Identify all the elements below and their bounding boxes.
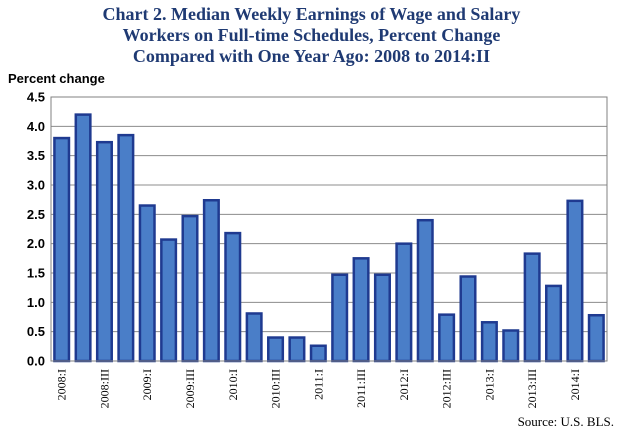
bar-2009-i bbox=[138, 204, 156, 363]
x-tick-label: 2013:I bbox=[482, 369, 496, 400]
x-tick-label: 2011:III bbox=[354, 369, 368, 408]
bar-2012-iv bbox=[459, 275, 477, 363]
y-tick-label: 0.5 bbox=[27, 324, 45, 339]
y-tick-label: 3.5 bbox=[27, 148, 45, 163]
y-tick-label: 2.5 bbox=[27, 207, 45, 222]
x-tick-label: 2012:I bbox=[397, 369, 411, 400]
bar-2013-iii bbox=[523, 252, 541, 363]
bar-2010-i bbox=[224, 231, 242, 363]
bar-2008-iv bbox=[117, 133, 135, 363]
bar-2012-iii bbox=[438, 313, 456, 363]
bar-2012-i bbox=[395, 242, 413, 363]
bar-2009-ii bbox=[160, 238, 178, 363]
bar-2009-iv bbox=[202, 199, 220, 363]
chart-title: Chart 2. Median Weekly Earnings of Wage … bbox=[0, 4, 623, 67]
x-tick-label: 2011:I bbox=[311, 369, 325, 400]
bar-2010-ii bbox=[245, 312, 263, 363]
bar-2010-iv bbox=[288, 336, 306, 363]
x-tick-label: 2009:I bbox=[140, 369, 154, 400]
plot-area-frame bbox=[50, 96, 608, 362]
y-tick-label: 4.0 bbox=[27, 119, 45, 134]
bars bbox=[53, 113, 605, 363]
bar-2008-ii bbox=[74, 113, 92, 363]
y-axis-label: Percent change bbox=[8, 71, 105, 86]
y-tick-label: 1.5 bbox=[27, 266, 45, 281]
x-tick-label: 2010:I bbox=[226, 369, 240, 400]
source-note: Source: U.S. BLS. bbox=[518, 414, 614, 429]
chart-title-line-1: Chart 2. Median Weekly Earnings of Wage … bbox=[102, 4, 521, 24]
bar-2012-ii bbox=[416, 218, 434, 363]
x-tick-label: 2008:III bbox=[97, 369, 111, 408]
bar-2008-iii bbox=[95, 140, 113, 363]
bar-2013-ii bbox=[502, 329, 520, 363]
bar-2010-iii bbox=[267, 336, 285, 363]
x-tick-label: 2010:III bbox=[269, 369, 283, 408]
bar-2011-iii bbox=[352, 257, 370, 363]
bar-2008-i bbox=[53, 136, 71, 363]
x-tick-label: 2009:III bbox=[183, 369, 197, 408]
x-tick-label: 2008:I bbox=[55, 369, 69, 400]
y-tick-labels: 0.0 0.5 1.0 1.5 2.0 2.5 3.0 3.5 4.0 4.5 bbox=[27, 90, 45, 369]
chart-title-line-3: Compared with One Year Ago: 2008 to 2014… bbox=[132, 46, 491, 66]
y-tick-label: 0.0 bbox=[27, 354, 45, 369]
bar-2013-i bbox=[480, 321, 498, 363]
bar-2014-ii bbox=[587, 313, 605, 363]
x-tick-label: 2014:I bbox=[568, 369, 582, 400]
y-tick-label: 4.5 bbox=[27, 90, 45, 105]
x-tick-label: 2012:III bbox=[440, 369, 454, 408]
bar-2009-iii bbox=[181, 214, 199, 363]
gridlines bbox=[51, 96, 607, 362]
y-tick-label: 2.0 bbox=[27, 236, 45, 251]
y-tick-label: 1.0 bbox=[27, 295, 45, 310]
bar-2013-iv bbox=[545, 284, 563, 363]
x-tick-labels: 2008:I 2008:III 2009:I 2009:III 2010:I 2010:I… bbox=[55, 369, 582, 408]
bar-2011-ii bbox=[331, 273, 349, 363]
bar-2011-i bbox=[309, 344, 327, 363]
chart-title-line-2: Workers on Full-time Schedules, Percent … bbox=[122, 25, 501, 45]
x-tick-label: 2013:III bbox=[525, 369, 539, 408]
bar-2011-iv bbox=[373, 273, 391, 363]
bar-2014-i bbox=[566, 199, 584, 363]
y-tick-label: 3.0 bbox=[27, 178, 45, 193]
